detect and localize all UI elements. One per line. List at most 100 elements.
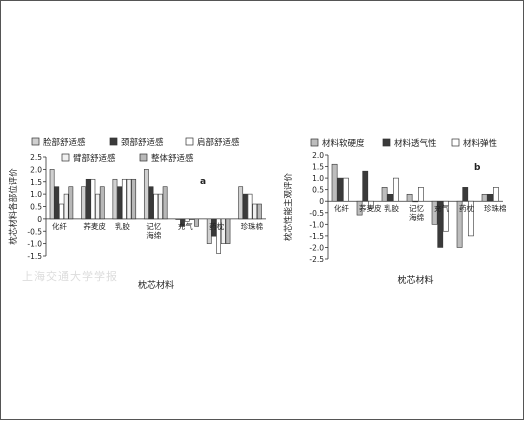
legend-swatch [61, 153, 70, 162]
bar [412, 200, 419, 203]
y-tick-label: 1.0 [30, 190, 42, 199]
bar [194, 218, 199, 227]
y-tick-label: -1.0 [27, 240, 42, 249]
bar [337, 177, 344, 202]
bar [175, 218, 181, 220]
x-category-label: 荞麦皮 [359, 203, 382, 213]
bar [257, 203, 262, 220]
panel-label: b [474, 163, 481, 173]
legend-swatch [139, 153, 148, 162]
y-tick-label: 0.5 [30, 203, 42, 212]
bar [180, 218, 185, 227]
x-category-label: 珍珠棉 [484, 203, 507, 213]
y-tick-label: -1.0 [309, 220, 324, 229]
bar [85, 178, 91, 220]
y-tick-label: 1.5 [30, 178, 42, 187]
legend-swatch [185, 137, 194, 146]
bar [54, 186, 60, 220]
bar [331, 163, 338, 202]
legend-label: 材料软硬度 [322, 138, 365, 149]
bar [381, 187, 388, 202]
legend-label: 材料弹性 [463, 138, 498, 149]
x-category-label: 药枕 [209, 221, 224, 231]
x-category-label: 珍珠棉 [241, 221, 263, 231]
bar [462, 187, 469, 202]
y-tick-label: 1.5 [312, 163, 324, 172]
y-tick-label: -1.5 [309, 232, 324, 241]
bar [252, 203, 258, 220]
bar [99, 186, 105, 220]
y-tick-label: 0.5 [312, 186, 324, 195]
bar [393, 177, 399, 202]
bar [468, 200, 474, 237]
bar [121, 178, 127, 220]
y-tick-label: -2.5 [309, 255, 324, 264]
bar [68, 186, 74, 220]
bar [63, 193, 69, 220]
legend-swatch [382, 138, 391, 147]
legend-swatch [310, 138, 319, 147]
x-axis-label: 枕芯材料 [397, 274, 433, 286]
y-axis-label: 枕芯性能主观评价 [283, 173, 294, 242]
bar [117, 186, 123, 220]
y-tick-label: -2.0 [309, 243, 324, 252]
bar [59, 203, 64, 220]
bar [81, 186, 86, 220]
bar [487, 193, 494, 202]
x-category-label: 记忆 [146, 221, 161, 231]
y-tick-label: -0.5 [27, 227, 42, 236]
y-tick-label: 1.0 [312, 174, 324, 183]
y-tick-label: 0 [319, 197, 324, 206]
bar [49, 169, 55, 220]
bar [184, 218, 190, 222]
x-category-label: 充气 [178, 221, 193, 231]
legend-label: 臂部舒适感 [73, 153, 116, 164]
bar [456, 200, 463, 248]
y-tick-label: -0.5 [309, 209, 324, 218]
bar [131, 178, 137, 220]
legend-label: 脸部舒适感 [43, 137, 86, 148]
bar [126, 178, 132, 220]
bar [112, 178, 118, 220]
bar [481, 193, 488, 202]
chart-panel-b: 材料软硬度 材料透气性 材料弹性 b -2.5 -2.0 -1.5 -1.0 -0.5 0 0.5 1… [275, 0, 526, 422]
x-category-label: 乳胶 [384, 203, 399, 213]
y-tick-label: 2.5 [30, 153, 42, 162]
bar [95, 193, 100, 220]
bar [437, 200, 444, 248]
legend-swatch [451, 138, 460, 147]
y-axis-label: 枕芯材料各部位评价 [8, 168, 19, 245]
bar [189, 218, 195, 220]
chart-b-svg: 材料软硬度 材料透气性 材料弹性 b -2.5 -2.0 -1.5 -1.0 -0.5 0 0.5 1… [283, 138, 507, 286]
bar [431, 200, 438, 225]
bar [162, 186, 168, 220]
bar [153, 193, 159, 220]
bar [387, 193, 394, 202]
bar [368, 200, 374, 209]
bar [211, 218, 217, 237]
bar [406, 193, 413, 202]
x-category-label: 化纤 [52, 221, 67, 231]
x-category-label: 荞麦皮 [83, 221, 106, 231]
x-category-label: 充气 [434, 203, 449, 213]
legend-label: 整体舒适感 [151, 153, 194, 164]
bar [242, 193, 248, 220]
bar [225, 218, 231, 244]
x-category-label: 记忆 [409, 203, 424, 213]
x-axis-label: 枕芯材料 [138, 279, 174, 291]
legend-label: 颈部舒适感 [121, 137, 164, 148]
bar [238, 186, 244, 220]
x-category-label: 化纤 [334, 203, 349, 213]
bar [418, 187, 424, 202]
bar [443, 200, 449, 232]
y-tick-label: -1.5 [27, 252, 42, 261]
y-tick-label: 2.0 [312, 151, 324, 160]
bar [247, 193, 253, 220]
bar [356, 200, 363, 216]
legend-label: 材料透气性 [394, 138, 437, 149]
x-category-label: 药枕 [459, 203, 474, 213]
bar [493, 187, 499, 202]
legend-swatch [109, 137, 118, 146]
x-category-label: 乳胶 [115, 221, 130, 231]
